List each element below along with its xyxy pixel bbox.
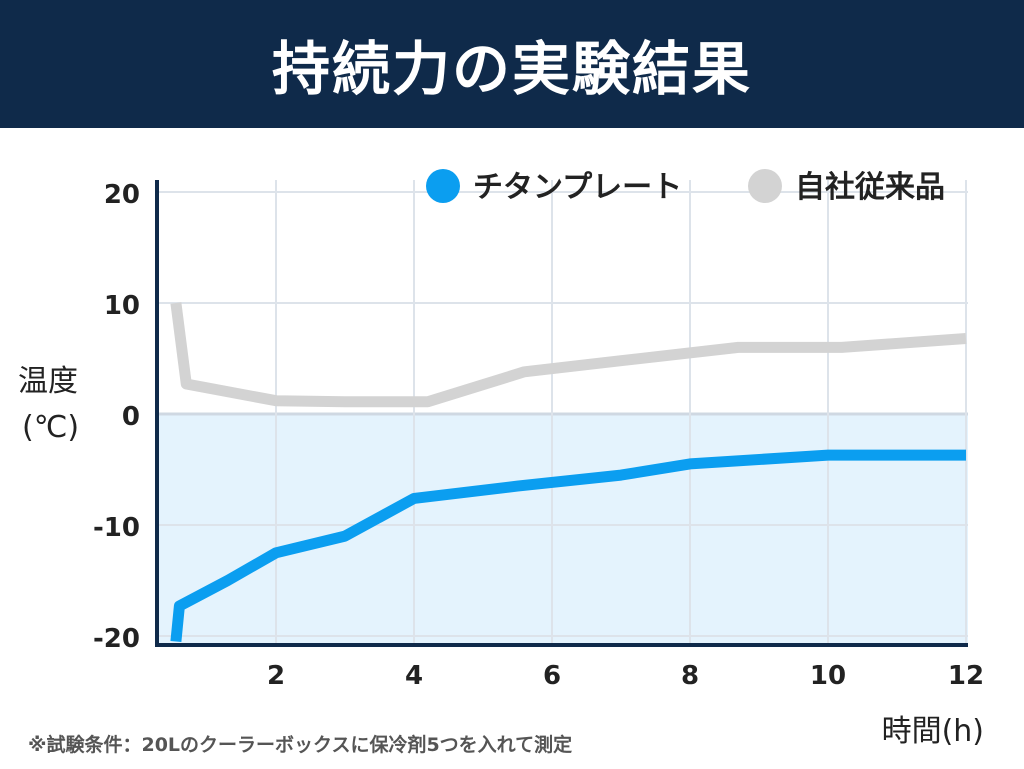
y-tick-label: 0 xyxy=(122,402,140,432)
y-tick-label: 20 xyxy=(104,180,140,210)
x-tick-label: 2 xyxy=(267,661,285,691)
title-banner: 持続力の実験結果 xyxy=(0,0,1024,128)
series-line-1 xyxy=(170,302,967,408)
y-tick-label: 10 xyxy=(104,291,140,321)
x-tick-label: 12 xyxy=(948,661,984,691)
legend-label-1: 自社従来品 xyxy=(795,170,945,205)
x-tick-label: 10 xyxy=(810,661,846,691)
x-tick-label: 8 xyxy=(681,661,699,691)
below-zero-region xyxy=(157,414,968,645)
legend-marker-0 xyxy=(426,169,460,203)
x-tick-label: 4 xyxy=(405,661,423,691)
y-tick-label: -20 xyxy=(93,624,140,654)
y-tick-label: -10 xyxy=(93,513,140,543)
legend-marker-1 xyxy=(748,169,782,203)
series-line-0 xyxy=(170,449,966,643)
test-condition-note: ※試験条件：20Lのクーラーボックスに保冷剤5つを入れて測定 xyxy=(28,734,573,756)
legend-label-0: チタンプレート xyxy=(473,170,682,205)
y-axis-label-line1: 温度 xyxy=(18,364,78,399)
y-axis-label-line2: (℃) xyxy=(22,410,80,445)
page-title: 持続力の実験結果 xyxy=(271,35,752,103)
x-axis-label: 時間(h) xyxy=(881,714,984,749)
line-chart: 20 10 0 -10 -20 2 4 6 8 10 12 チタンプレート 自社従来品 xyxy=(93,169,984,691)
x-tick-label: 6 xyxy=(543,661,561,691)
